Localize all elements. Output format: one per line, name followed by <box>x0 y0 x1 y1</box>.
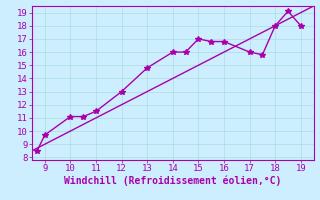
X-axis label: Windchill (Refroidissement éolien,°C): Windchill (Refroidissement éolien,°C) <box>64 176 282 186</box>
